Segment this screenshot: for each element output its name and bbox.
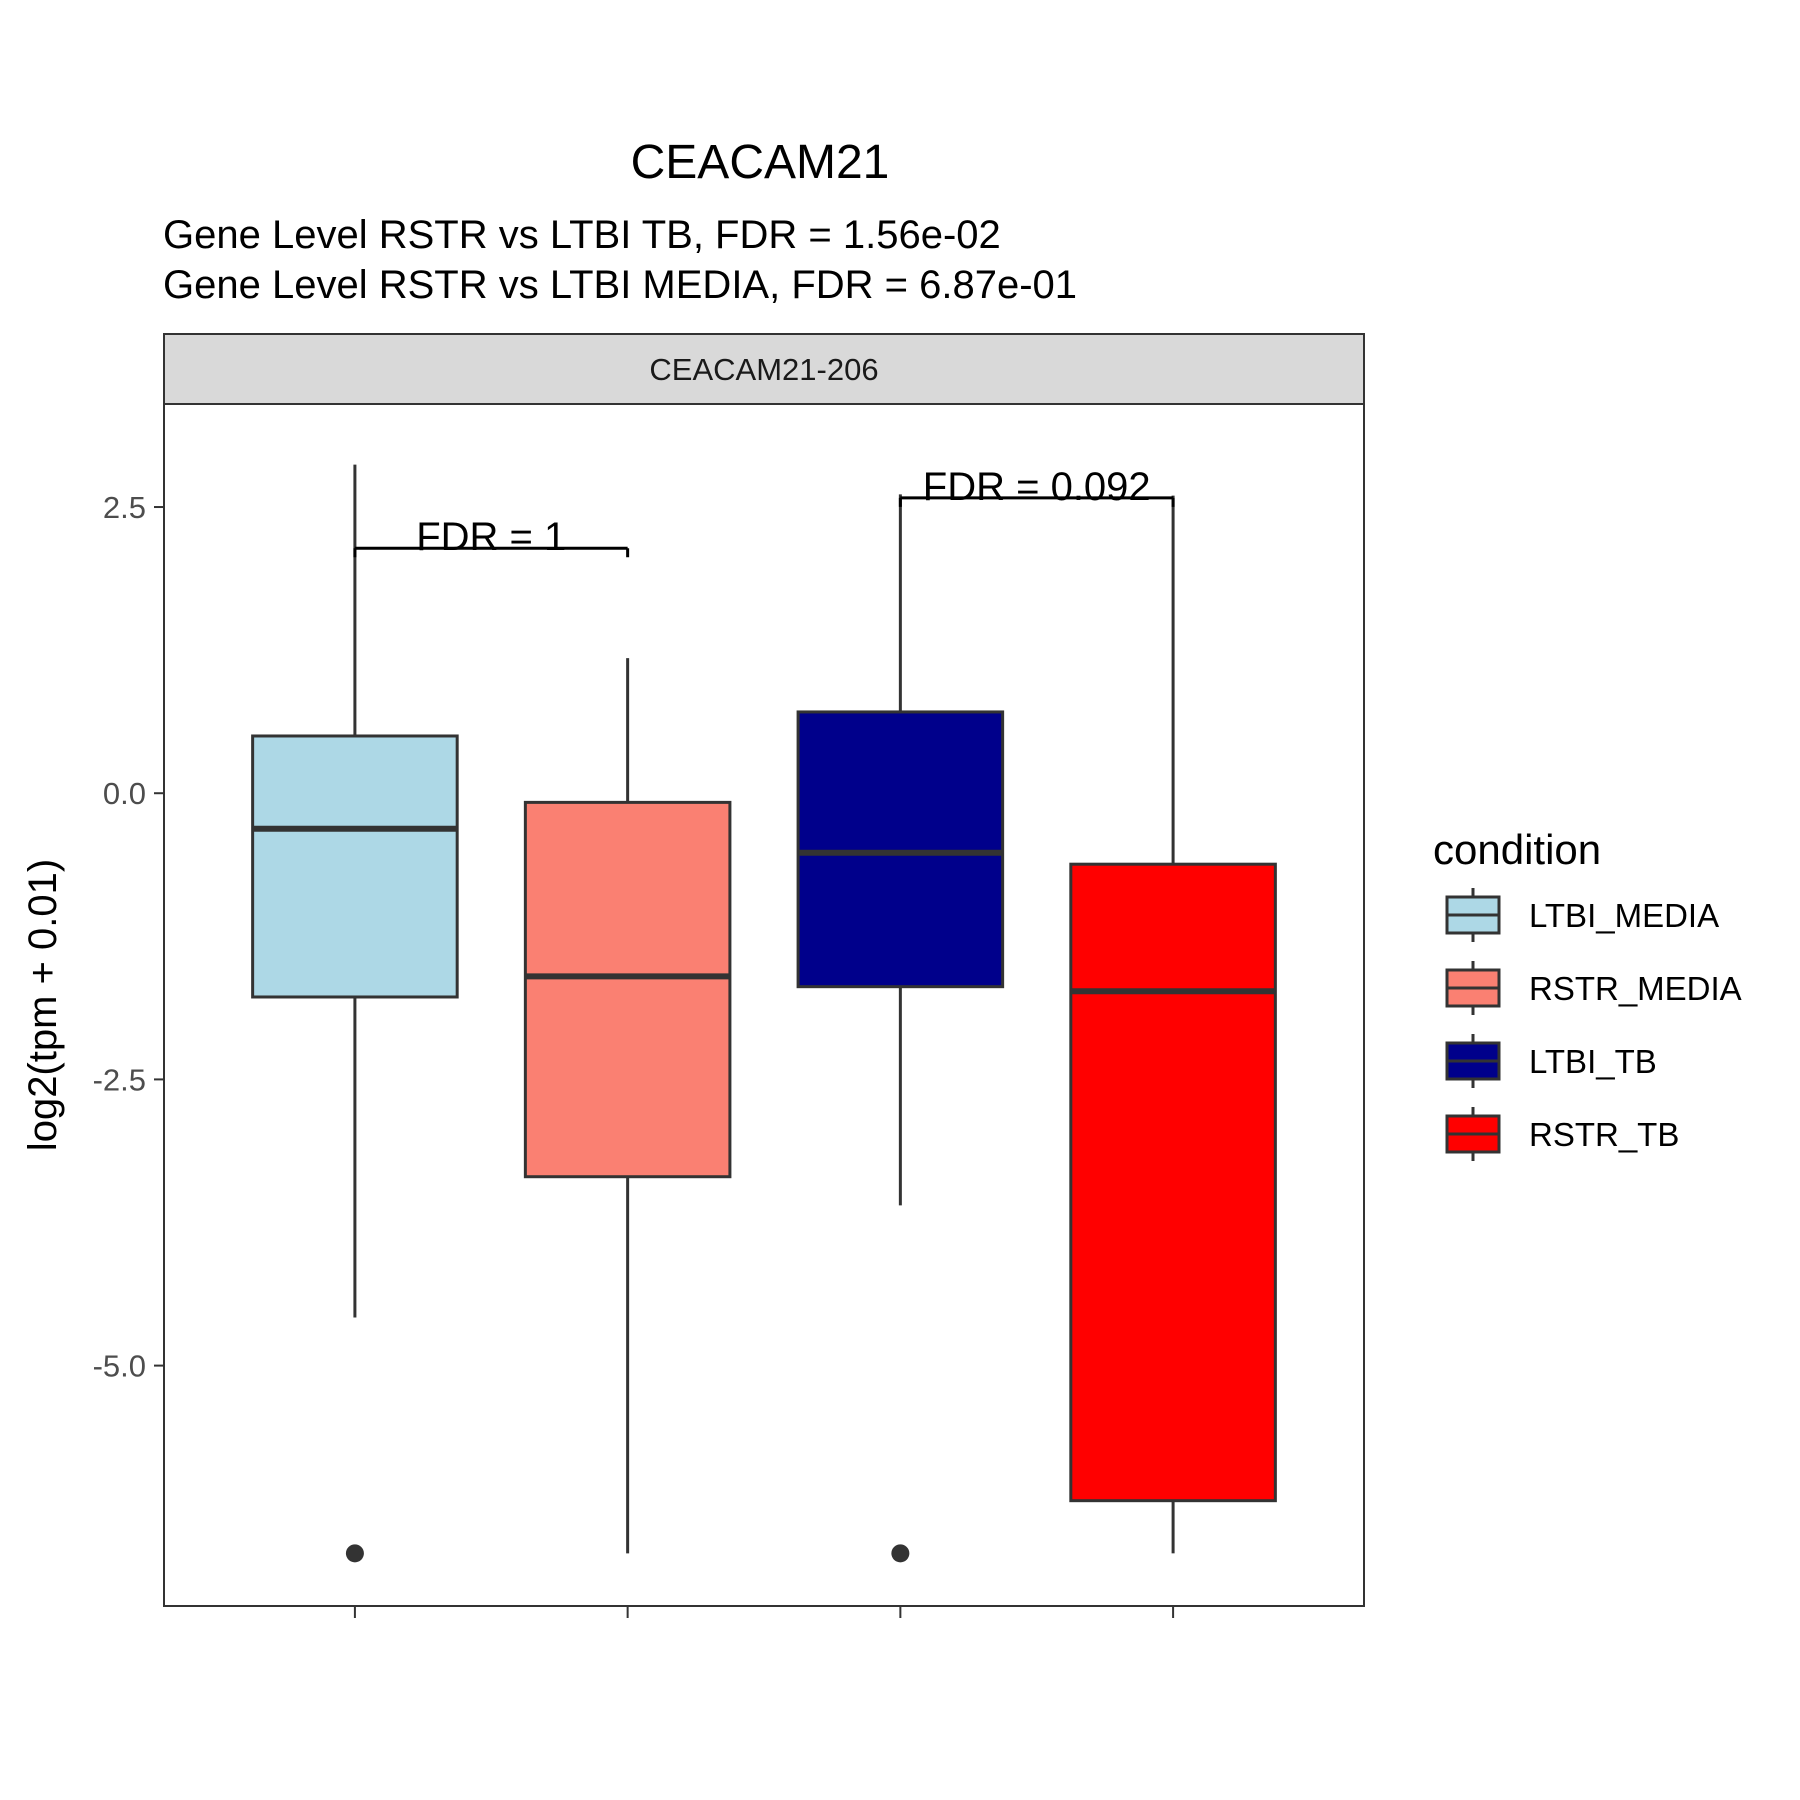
box-rstr-tb	[1069, 495, 1277, 1554]
box-iqr	[796, 710, 1005, 989]
y-tick-label: 2.5	[103, 490, 146, 525]
legend-item-rstr-tb: RSTR_TB	[1445, 1107, 1679, 1161]
boxes-layer	[251, 464, 1277, 1563]
facet-label: CEACAM21-206	[649, 352, 878, 387]
y-tick-label: -2.5	[93, 1062, 146, 1097]
legend-item-rstr-media: RSTR_MEDIA	[1445, 961, 1742, 1015]
legend-label: LTBI_MEDIA	[1529, 897, 1719, 934]
annotation-bracket: FDR = 0.092	[898, 465, 1175, 509]
y-tick-label: 0.0	[103, 776, 146, 811]
box-rstr-media	[523, 658, 732, 1554]
y-tick-label: -5.0	[93, 1349, 146, 1384]
chart-subtitle-1: Gene Level RSTR vs LTBI TB, FDR = 1.56e-…	[163, 213, 1001, 257]
y-axis-label: log2(tpm + 0.01)	[21, 859, 65, 1151]
chart-title: CEACAM21	[631, 136, 890, 189]
outlier-point	[345, 1544, 364, 1563]
annotation-label: FDR = 1	[416, 515, 566, 559]
box-iqr	[251, 734, 459, 999]
y-axis: 2.5 0.0 -2.5 -5.0	[93, 490, 164, 1384]
x-axis	[353, 1606, 1175, 1618]
legend-title: condition	[1433, 826, 1601, 873]
legend-item-ltbi-tb: LTBI_TB	[1445, 1034, 1657, 1088]
significance-annotations: FDR = 1 FDR = 0.092	[353, 465, 1175, 559]
box-ltbi-media	[251, 464, 459, 1563]
legend-label: RSTR_MEDIA	[1529, 970, 1742, 1007]
facet-strip	[163, 333, 1365, 405]
legend-label: LTBI_TB	[1529, 1043, 1657, 1080]
outlier-point	[891, 1544, 910, 1563]
legend-item-ltbi-media: LTBI_MEDIA	[1445, 888, 1719, 942]
box-ltbi-tb	[796, 494, 1005, 1563]
box-iqr	[1069, 862, 1277, 1503]
annotation-label: FDR = 0.092	[923, 465, 1151, 509]
annotation-bracket: FDR = 1	[353, 515, 630, 559]
box-iqr	[523, 800, 732, 1179]
chart-subtitle-2: Gene Level RSTR vs LTBI MEDIA, FDR = 6.8…	[163, 263, 1077, 307]
legend-label: RSTR_TB	[1529, 1116, 1679, 1153]
legend: condition LTBI_MEDIA RSTR_MEDIA LTBI_TB RST…	[1433, 826, 1742, 1161]
